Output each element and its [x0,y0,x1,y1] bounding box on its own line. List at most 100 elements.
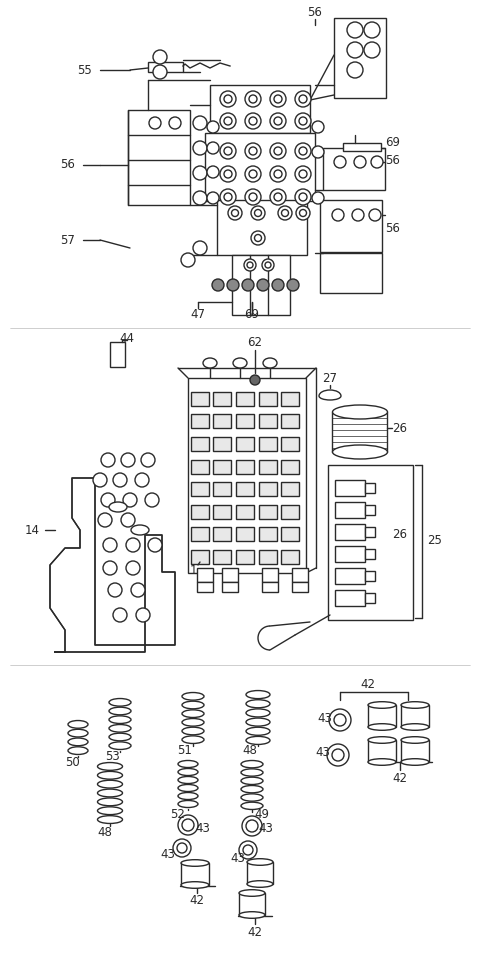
Circle shape [347,22,363,38]
Circle shape [371,156,383,168]
Circle shape [173,839,191,857]
Circle shape [224,193,232,201]
Ellipse shape [401,702,429,708]
Bar [335,480,365,496]
Ellipse shape [246,691,270,699]
Circle shape [145,493,159,507]
Ellipse shape [401,724,429,731]
Bar [205,133,315,201]
Text: 26: 26 [393,422,408,434]
Bar [320,200,382,252]
Ellipse shape [68,730,88,737]
Circle shape [246,820,258,832]
Bar [236,392,254,406]
Circle shape [193,166,207,180]
Circle shape [251,206,265,220]
Circle shape [177,843,187,853]
Ellipse shape [182,728,204,734]
Circle shape [274,95,282,103]
Circle shape [101,493,115,507]
Text: 25: 25 [428,534,443,546]
Circle shape [212,279,224,291]
Text: 43: 43 [230,851,245,865]
Bar [188,378,306,573]
Bar [236,437,254,451]
Circle shape [369,209,381,221]
Ellipse shape [239,890,265,896]
Circle shape [312,192,324,204]
Ellipse shape [241,777,263,785]
Bar [210,85,310,133]
Text: 69: 69 [385,136,400,150]
Polygon shape [50,478,175,652]
Text: 43: 43 [318,711,333,725]
Ellipse shape [263,358,277,368]
Circle shape [334,714,346,726]
Bar [239,893,265,915]
Ellipse shape [181,860,209,867]
Bar [365,593,375,603]
Circle shape [193,141,207,155]
Circle shape [295,113,311,129]
Ellipse shape [178,760,198,767]
Text: 43: 43 [259,821,274,835]
Bar [335,568,365,584]
Text: 62: 62 [248,336,263,348]
Bar [259,505,277,519]
Bar [335,502,365,518]
Bar [281,505,299,519]
Bar [365,527,375,537]
Ellipse shape [182,702,204,709]
Bar [368,740,396,762]
Ellipse shape [178,777,198,784]
Circle shape [101,453,115,467]
Circle shape [327,744,349,766]
Circle shape [274,193,282,201]
Bar [262,568,278,582]
Circle shape [108,583,122,597]
Circle shape [312,146,324,158]
Ellipse shape [241,760,263,768]
Bar [213,505,231,519]
Circle shape [224,170,232,178]
Circle shape [243,845,253,855]
Bar [281,460,299,474]
Circle shape [295,166,311,182]
Bar [259,460,277,474]
Circle shape [254,234,262,241]
Bar [334,18,386,98]
Circle shape [207,121,219,133]
Circle shape [245,166,261,182]
Ellipse shape [203,358,217,368]
Bar [281,437,299,451]
Circle shape [220,113,236,129]
Circle shape [149,117,161,129]
Circle shape [354,156,366,168]
Bar [281,414,299,428]
Bar [236,482,254,496]
Circle shape [148,538,162,552]
Ellipse shape [97,771,122,779]
Circle shape [98,513,112,527]
Text: 52: 52 [170,808,185,820]
Circle shape [270,113,286,129]
Text: 43: 43 [161,848,175,862]
Ellipse shape [178,768,198,776]
Ellipse shape [97,815,122,823]
Bar [213,482,231,496]
Ellipse shape [368,758,396,765]
Circle shape [153,65,167,79]
Text: 56: 56 [385,222,400,234]
Circle shape [169,117,181,129]
Text: 69: 69 [244,309,260,321]
Circle shape [265,262,271,268]
Bar [191,437,209,451]
Bar [110,342,125,367]
Bar [335,546,365,562]
Bar [401,740,429,762]
Text: 43: 43 [195,821,210,835]
Ellipse shape [109,716,131,724]
Ellipse shape [401,736,429,743]
Circle shape [227,279,239,291]
Bar [281,527,299,541]
